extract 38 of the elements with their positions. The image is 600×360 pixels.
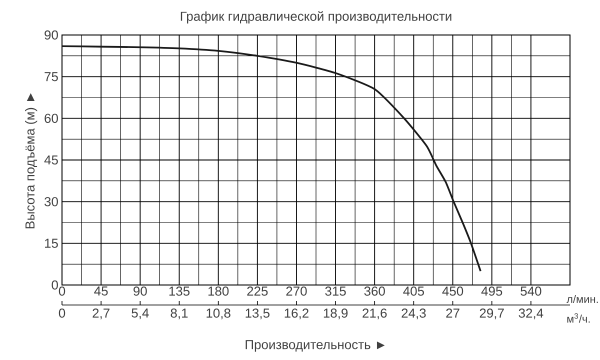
x-axis-title: Производительность ► [246,340,385,352]
y-tick-label: 45 [44,155,58,165]
x2-tick-label: 16,2 [284,308,308,320]
text: л/мин. [566,294,598,304]
x-tick-label: 45 [94,286,108,296]
x2-tick-label: 10,8 [206,308,230,320]
y-tick-label: 75 [44,72,58,82]
x-tick-label: 360 [364,286,385,296]
x2-tick-label: 5,4 [132,308,149,320]
y-tick-label: 90 [44,30,58,40]
x2-tick-label: 24,3 [402,308,426,320]
y-tick-label: 60 [44,114,58,123]
text: м$^{3}$/ч. [567,313,590,323]
x-tick-label: 270 [286,286,307,296]
chart-title: График гидравлической производительности [180,11,452,24]
line-series [62,45,482,272]
x2-tick-label: 32,4 [518,308,544,320]
x2-tick-label: 27 [446,308,460,318]
y-tick-label: 30 [44,197,58,206]
x-tick-label: 405 [403,286,424,296]
x2-tick-label: 29,7 [480,308,504,320]
x-tick-label: 315 [325,286,346,296]
x-tick-label: 90 [134,286,147,296]
x2-tick-label: 21,6 [362,308,387,320]
x2-tick-label: 8,1 [170,308,188,320]
x2-tick-label: 2,7 [92,308,110,320]
y-axis-title: Высота подъёма (м) ► [25,93,38,228]
x-tick-label: 540 [520,286,542,296]
x2-tick-label: 13,5 [246,308,270,320]
x2-tick-label: 0 [58,308,66,318]
y-tick-label: 15 [45,238,58,248]
x-tick-label: 180 [208,286,229,296]
x-tick-label: 135 [169,286,190,296]
x2-tick-label: 18,9 [324,308,348,320]
x-tick-label: 450 [442,286,464,296]
x-tick-label: 225 [247,286,268,296]
x-tick-label: 0 [58,286,66,296]
x-tick-label: 495 [481,286,502,296]
